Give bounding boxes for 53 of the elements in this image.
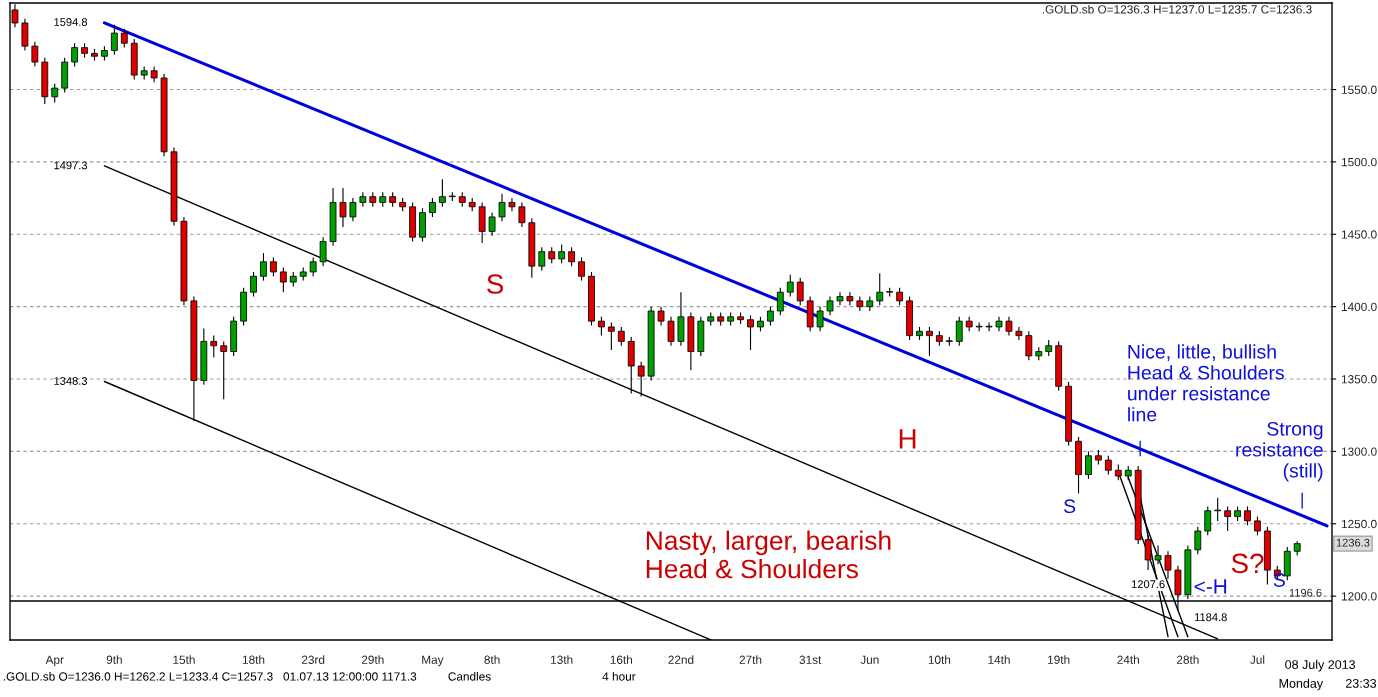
annotation: | [1301, 492, 1303, 509]
annotation: <-H [1194, 579, 1227, 594]
annotation: Strong resistance (still) [1236, 421, 1323, 482]
x-tick-label: 28th [1176, 655, 1199, 664]
x-tick-label: 9th [106, 655, 122, 664]
x-tick-label: 23rd [301, 655, 325, 664]
x-tick-label: Jun [860, 655, 879, 664]
y-tick-label: 1250.0 [1341, 519, 1377, 529]
x-tick-label: 27th [739, 655, 762, 664]
x-tick-label: Jul [1250, 655, 1265, 664]
x-tick-label: 22nd [668, 655, 694, 664]
x-tick-label: 13th [551, 655, 573, 664]
x-tick-label: Apr [45, 655, 64, 667]
x-tick-label: 8th [484, 655, 500, 664]
x-tick-label: 16th [610, 655, 633, 664]
text: .GOLD.sb O=1236.0 H=1262.2 L=1233.4 C=1257.3 01.07.13 12:00:00 1171.3 [3, 671, 417, 681]
annotation: | [1139, 440, 1141, 457]
annotation: 1348.3 [54, 377, 88, 385]
x-tick-label: 24th [1117, 655, 1139, 664]
annotation: 1184.8 [1195, 613, 1227, 622]
y-tick-label: 1550.0 [1341, 85, 1377, 94]
annotation: Nice, little, bullish Head & Shoulders under resistance line [1128, 344, 1284, 422]
annotation: S [1063, 499, 1076, 514]
x-tick-label: 31st [799, 655, 822, 664]
text: 4 hour [602, 671, 636, 681]
annotation: 1594.8 [54, 18, 88, 26]
x-tick-label: 15th [173, 655, 195, 664]
y-tick-label: 1400.0 [1341, 302, 1377, 312]
y-tick-label: 1300.0 [1341, 447, 1377, 456]
x-tick-label: 10th [928, 655, 951, 664]
x-tick-label: May [422, 655, 444, 667]
annotation: S [487, 274, 504, 294]
chart-title: .GOLD.sb O=1236.3 H=1237.0 L=1235.7 C=1236.3 [1042, 4, 1312, 14]
text: 08 July 2013 [1285, 659, 1356, 672]
annotation: 1497.3 [54, 161, 88, 170]
annotation: S? [1231, 553, 1264, 574]
y-tick-label: 1500.0 [1341, 157, 1377, 167]
x-tick-label: 29th [361, 655, 384, 664]
y-tick-label: 1350.0 [1341, 375, 1377, 384]
text: Candles [448, 671, 491, 681]
x-tick-label: 14th [988, 655, 1010, 664]
text: Monday [1279, 678, 1324, 691]
y-tick-label: 1200.0 [1341, 592, 1377, 601]
annotation: 1207.6 [1131, 580, 1165, 589]
y-tick-label: 1450.0 [1341, 230, 1377, 239]
text: 23:33 [1345, 678, 1377, 688]
x-tick-label: 18th [242, 655, 265, 664]
annotation: H [899, 429, 916, 449]
ref-line-label: 1196.6 [1289, 588, 1322, 597]
annotation: Nasty, larger, bearish Head & Shoulders [646, 530, 891, 579]
annotation: S [1273, 573, 1285, 587]
text: 1236.3 [1336, 538, 1370, 547]
x-tick-label: 19th [1048, 655, 1070, 664]
